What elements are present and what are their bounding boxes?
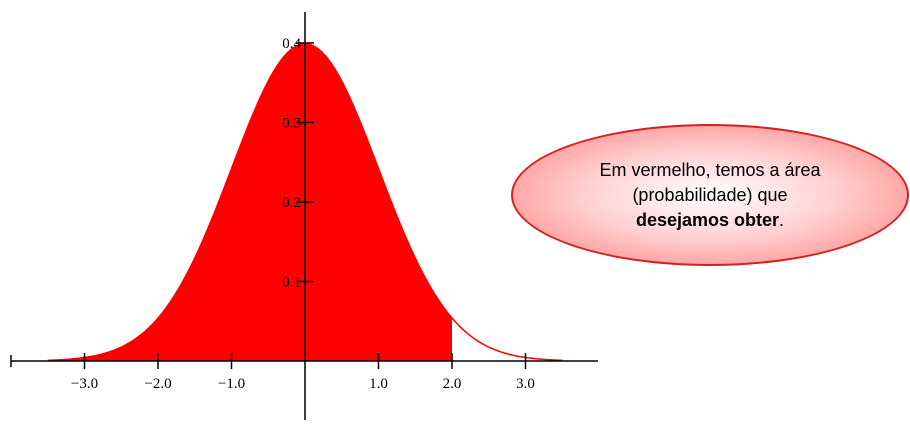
x-tick-label: 2.0 bbox=[443, 376, 462, 392]
y-tick-label: 0.1 bbox=[282, 275, 301, 291]
x-tick-label: −2.0 bbox=[144, 376, 171, 392]
callout-bold: desejamos obter bbox=[635, 209, 780, 230]
callout-bubble: Em vermelho, temos a área (probabilidade… bbox=[511, 124, 909, 266]
normal-distribution-chart: −3.0 −2.0 −1.0 1.0 2.0 3.0 0.1 0.2 0.3 0.4 bbox=[10, 12, 598, 420]
shaded-area bbox=[47, 43, 452, 362]
x-tick-label: 3.0 bbox=[516, 376, 535, 392]
x-tick-label: −1.0 bbox=[218, 376, 245, 392]
callout-line2: (probabilidade) que bbox=[632, 184, 788, 205]
callout-text: Em vermelho, temos a área (probabilidade… bbox=[560, 158, 860, 233]
callout-suffix: . bbox=[779, 209, 785, 230]
callout-line1: Em vermelho, temos a área bbox=[599, 159, 821, 180]
y-tick-label: 0.3 bbox=[282, 116, 301, 132]
y-tick-label: 0.4 bbox=[282, 36, 301, 52]
x-tick-label: −3.0 bbox=[71, 376, 98, 392]
x-tick-label: 1.0 bbox=[369, 376, 388, 392]
y-tick-label: 0.2 bbox=[282, 195, 301, 211]
